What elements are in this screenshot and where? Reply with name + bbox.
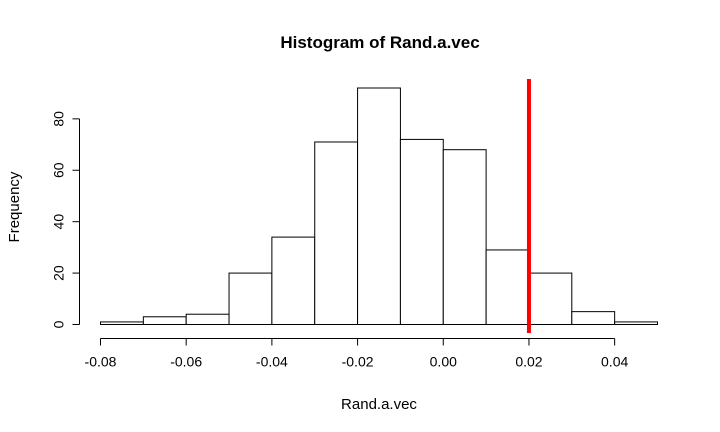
histogram-bar-8 [442, 149, 487, 325]
y-tick-label: 0 [51, 320, 67, 328]
histogram-bar-2 [185, 313, 230, 325]
histogram-bar-10 [528, 272, 573, 325]
y-tick-label: 80 [51, 111, 67, 127]
y-tick-label: 60 [51, 162, 67, 178]
x-tick-label: 0.04 [601, 354, 628, 370]
chart-title: Histogram of Rand.a.vec [280, 33, 479, 52]
x-tick-label: -0.06 [170, 354, 202, 370]
x-axis: -0.08 -0.06 -0.04 -0.02 0.00 0.02 0.04 [85, 338, 628, 370]
x-axis-label: Rand.a.vec [341, 396, 417, 413]
histogram-bar-3 [228, 272, 273, 325]
histogram-bar-11 [571, 311, 616, 325]
bars-group [100, 87, 659, 326]
y-axis-label: Frequency [6, 171, 23, 242]
y-tick-label: 20 [51, 265, 67, 281]
histogram-bar-7 [399, 138, 444, 325]
x-tick-label: -0.04 [256, 354, 288, 370]
x-tick-label: -0.02 [342, 354, 374, 370]
histogram-bar-4 [271, 236, 316, 325]
y-tick-label: 40 [51, 214, 67, 230]
histogram-bar-0 [100, 321, 144, 326]
histogram-bar-1 [142, 316, 187, 326]
histogram-bar-9 [485, 249, 530, 325]
histogram-bar-12 [614, 321, 659, 326]
x-tick-label: -0.08 [85, 354, 117, 370]
histogram-bar-5 [314, 141, 359, 325]
x-tick-label: 0.02 [515, 354, 542, 370]
x-tick-label: 0.00 [430, 354, 457, 370]
histogram-bar-6 [357, 87, 401, 325]
y-axis: 0 20 40 60 80 [51, 111, 80, 328]
